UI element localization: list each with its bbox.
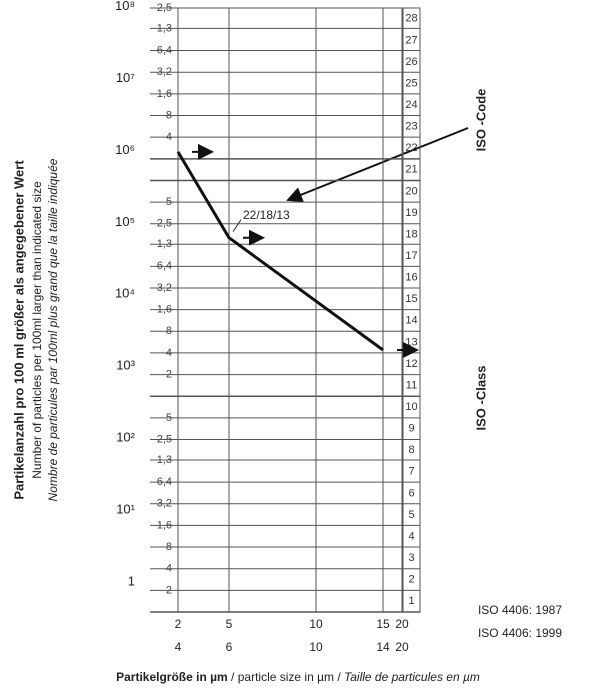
x-title-de: Partikelgröße in µm: [116, 670, 228, 684]
minor-tick-label: 2,5: [157, 218, 172, 230]
x-title-fr: Taille de particules en µm: [344, 670, 480, 684]
minor-tick-label: 2,5: [157, 2, 172, 14]
x-title: Partikelgröße in µm / particle size in µ…: [116, 670, 480, 684]
iso-class-number: 9: [408, 423, 414, 435]
data-line: [176, 151, 384, 352]
iso-class-number: 15: [405, 293, 417, 305]
iso-class-number: 26: [405, 56, 417, 68]
minor-tick-label: 8: [166, 325, 172, 337]
y-tick-label: 10⁷: [116, 70, 135, 85]
iso-code-label: ISO -Code: [473, 89, 488, 152]
iso-class-number: 2: [408, 574, 414, 586]
y-tick-label: 10⁸: [115, 0, 135, 13]
minor-tick-label: 6,4: [157, 476, 172, 488]
y-tick-label: 10²: [116, 430, 135, 445]
minor-tick-label: 4: [166, 563, 172, 575]
minor-tick-label: 1,6: [157, 88, 172, 100]
iso-class-number: 22: [405, 142, 417, 154]
iso-class-number: 1: [408, 595, 414, 607]
code-label: 22/18/13: [243, 208, 290, 222]
x-tick-label-1987: 15: [376, 617, 390, 631]
y-tick-label: 10¹: [116, 502, 135, 517]
minor-tick-label: 2,5: [157, 433, 172, 445]
minor-tick-label: 2: [166, 368, 172, 380]
iso-class-number: 25: [405, 77, 417, 89]
standard-1987: ISO 4406: 1987: [478, 603, 562, 617]
iso-class-number: 18: [405, 228, 417, 240]
iso-class-number: 12: [405, 358, 417, 370]
iso-class-number: 6: [408, 487, 414, 499]
code-leader: [232, 219, 242, 232]
minor-tick-label: 5: [166, 412, 172, 424]
x-tick-label-1999: 4: [175, 640, 182, 654]
minor-tick-label: 8: [166, 109, 172, 121]
standard-1999: ISO 4406: 1999: [478, 626, 562, 640]
iso-class-number: 27: [405, 34, 417, 46]
iso-class-number: 7: [408, 466, 414, 478]
iso-code-arrow: [286, 127, 469, 203]
iso-class-number: 11: [406, 379, 417, 391]
minor-tick-label: 1,3: [157, 238, 172, 250]
x-tick-label-1987: 20: [395, 617, 409, 631]
x-tick-label-1987: 2: [175, 617, 182, 631]
minor-tick-label: 6,4: [157, 44, 172, 56]
x-tick-label-1999: 10: [309, 640, 323, 654]
minor-tick-label: 2: [166, 584, 172, 596]
x-tick-label-1987: 5: [226, 617, 233, 631]
y-tick-label: 10³: [116, 358, 135, 373]
y-title-en: Number of particles per 100ml larger tha…: [30, 181, 44, 479]
x-tick-label-1999: 14: [376, 640, 390, 654]
minor-tick-label: 3,2: [157, 66, 172, 78]
iso-class-number: 5: [408, 509, 414, 521]
y-tick-label: 1: [128, 573, 135, 588]
minor-tick-label: 3,2: [157, 498, 172, 510]
x-tick-label-1987: 10: [309, 617, 323, 631]
x-tick-label-1999: 20: [395, 640, 409, 654]
iso-class-number: 19: [405, 207, 417, 219]
x-tick-label-1999: 6: [226, 640, 233, 654]
minor-tick-label: 1,3: [157, 454, 172, 466]
x-title-en: / particle size in µm /: [228, 670, 344, 684]
minor-tick-label: 1,6: [157, 519, 172, 531]
iso-class-number: 8: [408, 444, 414, 456]
iso-class-number: 17: [405, 250, 417, 262]
iso-class-number: 23: [405, 121, 417, 133]
minor-tick-label: 4: [166, 347, 172, 359]
iso-class-number: 13: [405, 336, 417, 348]
iso-class-number: 4: [408, 530, 414, 542]
minor-tick-label: 6,4: [157, 260, 172, 272]
minor-tick-label: 1,3: [157, 22, 172, 34]
y-tick-label: 10⁶: [115, 142, 135, 157]
iso-class-number: 3: [408, 552, 414, 564]
minor-tick-label: 8: [166, 541, 172, 553]
y-tick-label: 10⁵: [115, 214, 135, 229]
y-title-fr: Nombre de particules par 100ml plus gran…: [46, 158, 60, 501]
iso-class-number: 20: [405, 185, 417, 197]
iso-class-number: 14: [405, 315, 417, 327]
iso-class-number: 16: [405, 272, 417, 284]
y-title-de: Partikelanzahl pro 100 ml größer als ang…: [11, 160, 26, 500]
iso-class-number: 28: [405, 13, 417, 25]
iso-class-number: 21: [405, 164, 417, 176]
iso-class-number: 10: [405, 401, 417, 413]
minor-tick-label: 5: [166, 196, 172, 208]
y-tick-label: 10⁴: [115, 286, 135, 301]
iso-class-label: ISO -Class: [473, 365, 488, 430]
minor-tick-label: 3,2: [157, 282, 172, 294]
iso-class-number: 24: [405, 99, 417, 111]
minor-tick-label: 4: [166, 131, 172, 143]
minor-tick-label: 1,6: [157, 304, 172, 316]
